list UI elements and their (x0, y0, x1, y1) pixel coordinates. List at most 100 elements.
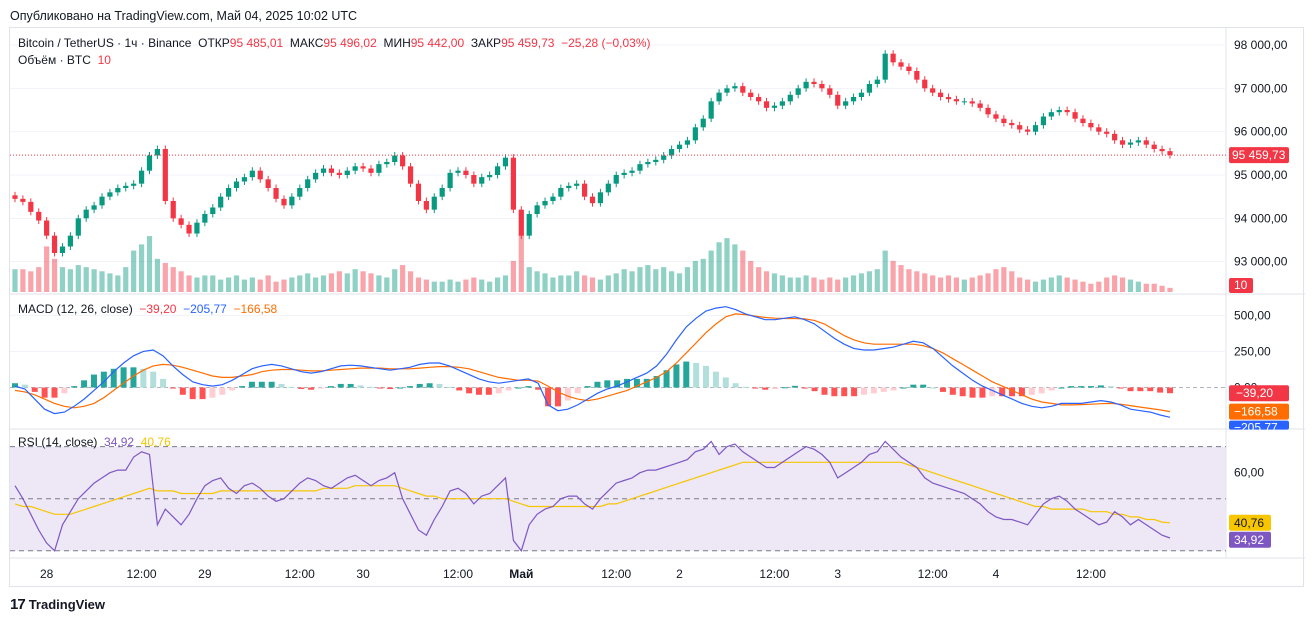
volume-bar (1040, 279, 1047, 292)
macd-histogram-bar (1038, 387, 1045, 394)
macd-histogram-bar (1097, 385, 1104, 388)
macd-line-tag-label: −205,77 (1234, 421, 1278, 435)
volume-bar (985, 273, 991, 292)
candle-body (534, 205, 540, 214)
chart-frame[interactable]: 93 000,00 94 000,00 95 000,00 96 000,00 97 0… (9, 27, 1305, 588)
macd-histogram-bar (801, 387, 808, 389)
macd-hist-tag (1229, 385, 1289, 402)
candle-body (977, 103, 983, 108)
candle-body (748, 92, 754, 97)
candle-body (558, 188, 564, 197)
macd-histogram-bar (130, 367, 137, 388)
macd-histogram-bar (31, 387, 38, 392)
volume-bar (423, 279, 429, 292)
candle-body (589, 196, 596, 204)
symbol-legend[interactable]: Bitcoin / TetherUS · 1ч · Binance ОТКР95… (18, 36, 651, 50)
volume-bar (67, 269, 73, 292)
volume-bar (763, 271, 770, 292)
candle-body (993, 114, 999, 119)
candle-body (629, 170, 635, 173)
candle-body (1025, 129, 1031, 132)
volume-bar (605, 275, 611, 292)
candle-body (937, 92, 944, 97)
candle-body (1112, 133, 1118, 141)
macd-histogram-bar (969, 387, 976, 398)
volume-bar (265, 275, 271, 292)
price-tick-label: 94 000,00 (1234, 211, 1288, 225)
rsi-ma-line (14, 461, 1171, 524)
volume-bar (479, 279, 485, 292)
volume-bar (376, 275, 382, 292)
macd-histogram-bar (535, 387, 542, 390)
last-price-tag (1229, 147, 1289, 164)
macd-histogram-bar (910, 384, 917, 388)
candle-body (1096, 127, 1102, 132)
volume-bar (597, 279, 604, 292)
rsi-legend[interactable]: RSI (14, close) 34,92 40,76 (18, 435, 171, 449)
volume-bar (581, 275, 588, 292)
macd-histogram-bar (900, 387, 907, 389)
volume-bar (336, 271, 342, 292)
macd-histogram-bar (12, 383, 18, 388)
volume-bar (1167, 287, 1173, 292)
macd-histogram-bar (61, 387, 68, 394)
macd-histogram-bar (633, 378, 640, 388)
volume-bar (771, 273, 778, 292)
macd-histogram-bar (683, 361, 690, 388)
candle-body (12, 195, 18, 199)
macd-histogram-bar (21, 384, 28, 388)
macd-histogram-bar (71, 386, 78, 388)
published-caption: Опубликовано на TradingView.com, Май 04,… (10, 9, 358, 23)
macd-histogram-bar (870, 387, 877, 394)
rsi-ma-value: 40,76 (140, 435, 171, 449)
macd-histogram-bar (367, 386, 374, 388)
macd-histogram-bar (949, 387, 956, 395)
candle-body (1056, 110, 1062, 113)
chart-canvas[interactable]: 93 000,00 94 000,00 95 000,00 96 000,00 97 0… (10, 28, 1305, 588)
candle-body (866, 84, 872, 93)
candle-body (890, 53, 896, 63)
volume-bar (138, 244, 145, 292)
rsi-value: 34,92 (104, 435, 135, 449)
tradingview-logo[interactable]: 17 TradingView (10, 596, 105, 613)
volume-bar (1135, 281, 1141, 292)
candle-body (550, 196, 556, 201)
macd-histogram-bar (318, 387, 325, 389)
candle-body (59, 246, 66, 253)
volume-bar (431, 281, 437, 292)
macd-legend[interactable]: MACD (12, 26, close) −39,20 −205,77 −166… (18, 302, 277, 316)
candle-body (953, 99, 960, 102)
macd-histogram-bar (742, 386, 749, 388)
candle-body (67, 235, 73, 247)
candle-body (447, 172, 453, 188)
volume-bar (107, 273, 113, 292)
candle-body (1009, 123, 1015, 126)
candle-body (471, 175, 477, 184)
macd-histogram-bar (169, 387, 176, 389)
volume-bar (463, 279, 469, 292)
volume-legend[interactable]: Объём · BTC 10 (18, 53, 111, 67)
volume-bar (953, 277, 960, 292)
low-value: 95 442,00 (410, 36, 465, 50)
macd-histogram-bar (959, 387, 966, 397)
volume-bar (653, 269, 659, 292)
candle-body (756, 97, 762, 102)
volume-value: 10 (97, 53, 111, 67)
price-tick-label: 96 000,00 (1234, 125, 1288, 139)
macd-signal-tag (1229, 403, 1289, 420)
macd-histogram-bar (791, 385, 798, 388)
macd-histogram-bar (1068, 386, 1075, 388)
candle-body (1119, 140, 1126, 145)
candle-body (1151, 144, 1157, 149)
macd-histogram-bar (851, 387, 858, 397)
volume-bar (36, 267, 42, 292)
volume-bar (1127, 279, 1134, 292)
tradingview-logo-text: TradingView (28, 597, 106, 612)
macd-histogram-bar (989, 387, 996, 397)
volume-bar (882, 250, 888, 292)
macd-histogram-bar (1147, 387, 1154, 392)
macd-histogram-bar (327, 386, 334, 388)
open-label: ОТКР (198, 36, 230, 50)
volume-bar (1025, 279, 1031, 292)
volume-bar (20, 269, 26, 292)
